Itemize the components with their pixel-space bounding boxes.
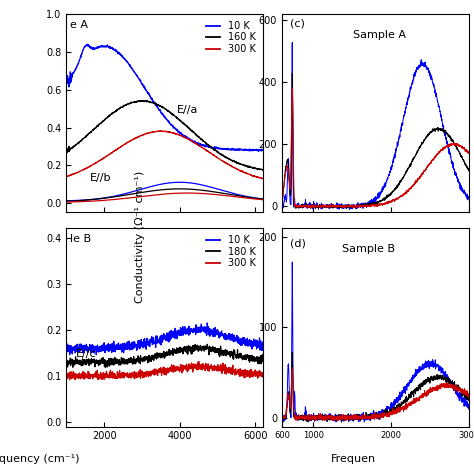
Legend: 10 K, 160 K, 300 K: 10 K, 160 K, 300 K	[204, 19, 258, 56]
Text: E//b: E//b	[90, 173, 111, 183]
Text: (c): (c)	[290, 18, 304, 28]
Text: Sample B: Sample B	[342, 244, 395, 254]
Text: E//a: E//a	[176, 105, 198, 115]
Text: E//c: E//c	[76, 349, 97, 359]
Text: e A: e A	[70, 20, 88, 30]
Text: le B: le B	[70, 234, 91, 244]
Legend: 10 K, 180 K, 300 K: 10 K, 180 K, 300 K	[204, 233, 258, 270]
Text: (d): (d)	[290, 238, 305, 248]
Text: Frequency (cm⁻¹): Frequency (cm⁻¹)	[0, 454, 80, 464]
Text: Conductivity (Ω⁻¹ cm⁻¹): Conductivity (Ω⁻¹ cm⁻¹)	[135, 171, 145, 303]
Text: Frequen: Frequen	[330, 454, 376, 464]
Text: Sample A: Sample A	[353, 30, 406, 40]
